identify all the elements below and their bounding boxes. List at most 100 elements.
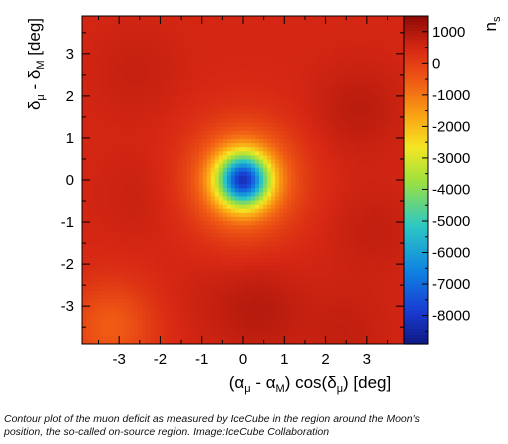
heatmap-cell — [218, 184, 224, 189]
heatmap-cell — [154, 229, 160, 234]
heatmap-cell — [102, 93, 107, 99]
heatmap-cell — [86, 188, 91, 193]
heatmap-cell — [283, 294, 288, 300]
heatmap-cell — [279, 61, 284, 66]
heatmap-cell — [214, 151, 220, 156]
heatmap-cell — [182, 20, 188, 25]
heatmap-cell — [170, 81, 176, 87]
heatmap-cell — [110, 188, 115, 193]
heatmap-cell — [226, 48, 232, 54]
heatmap-cell — [283, 266, 288, 271]
heatmap-cell — [271, 61, 276, 66]
heatmap-cell — [323, 249, 329, 255]
heatmap-cell — [311, 98, 317, 103]
heatmap-cell — [182, 118, 188, 124]
heatmap-cell — [82, 159, 87, 165]
heatmap-cell — [150, 323, 156, 329]
heatmap-cell — [138, 245, 143, 251]
heatmap-cell — [170, 77, 176, 83]
heatmap-cell — [186, 159, 192, 165]
heatmap-cell — [154, 245, 160, 251]
heatmap-cell — [154, 155, 160, 161]
heatmap-cell — [267, 81, 272, 87]
heatmap-cell — [267, 315, 272, 320]
heatmap-cell — [271, 184, 276, 189]
heatmap-cell — [279, 44, 284, 50]
heatmap-cell — [291, 93, 296, 99]
heatmap-cell — [287, 262, 292, 267]
heatmap-cell — [150, 221, 156, 226]
heatmap-cell — [158, 282, 164, 288]
heatmap-cell — [198, 188, 204, 193]
heatmap-cell — [86, 106, 91, 111]
heatmap-cell — [154, 278, 160, 284]
heatmap-cell — [134, 270, 139, 275]
heatmap-cell — [106, 216, 111, 222]
heatmap-cell — [102, 212, 107, 218]
heatmap-cell — [230, 339, 236, 344]
heatmap-cell — [283, 282, 288, 288]
heatmap-cell — [134, 323, 139, 329]
heatmap-cell — [102, 52, 107, 58]
heatmap-cell — [102, 245, 107, 251]
heatmap-cell — [279, 184, 284, 189]
heatmap-cell — [287, 48, 292, 54]
heatmap-cell — [243, 184, 248, 189]
heatmap-cell — [271, 298, 276, 304]
heatmap-cell — [243, 98, 248, 103]
heatmap-cell — [331, 36, 337, 42]
heatmap-cell — [118, 307, 123, 312]
heatmap-cell — [202, 278, 208, 284]
heatmap-cell — [206, 229, 212, 234]
heatmap-cell — [90, 298, 95, 304]
heatmap-cell — [238, 20, 244, 25]
heatmap-cell — [198, 335, 204, 341]
heatmap-cell — [162, 311, 168, 316]
heatmap-cell — [247, 278, 252, 284]
heatmap-cell — [198, 204, 204, 210]
heatmap-cell — [198, 85, 204, 91]
heatmap-cell — [170, 65, 176, 70]
heatmap-cell — [275, 126, 280, 132]
heatmap-cell — [142, 102, 148, 107]
heatmap-cell — [299, 266, 304, 271]
heatmap-cell — [226, 282, 232, 288]
heatmap-cell — [287, 57, 292, 62]
heatmap-cell — [150, 233, 156, 238]
heatmap-cell — [190, 327, 196, 333]
heatmap-cell — [202, 229, 208, 234]
heatmap-cell — [94, 106, 99, 111]
heatmap-cell — [94, 253, 99, 259]
heatmap-cell — [186, 282, 192, 288]
heatmap-cell — [178, 151, 184, 156]
heatmap-cell — [106, 65, 111, 70]
heatmap-cell — [150, 52, 156, 58]
heatmap-cell — [162, 315, 168, 320]
heatmap-cell — [243, 24, 248, 29]
heatmap-cell — [154, 126, 160, 132]
heatmap-cell — [255, 171, 260, 177]
heatmap-cell — [323, 118, 329, 124]
heatmap-cell — [138, 151, 143, 156]
heatmap-cell — [226, 130, 232, 136]
heatmap-cell — [126, 319, 131, 325]
heatmap-cell — [263, 143, 268, 148]
heatmap-cell — [238, 233, 244, 238]
heatmap-cell — [94, 212, 99, 218]
heatmap-cell — [287, 286, 292, 292]
heatmap-cell — [170, 28, 176, 33]
heatmap-cell — [106, 130, 111, 136]
heatmap-cell — [226, 249, 232, 255]
heatmap-cell — [291, 175, 296, 181]
heatmap-cell — [166, 233, 172, 238]
heatmap-cell — [138, 48, 143, 54]
heatmap-cell — [186, 184, 192, 189]
heatmap-cell — [158, 266, 164, 271]
heatmap-cell — [102, 126, 107, 132]
heatmap-cell — [307, 77, 313, 83]
heatmap-cell — [303, 171, 309, 177]
heatmap-cell — [311, 266, 317, 271]
heatmap-cell — [106, 175, 111, 181]
heatmap-cell — [311, 167, 317, 173]
heatmap-cell — [210, 143, 216, 148]
